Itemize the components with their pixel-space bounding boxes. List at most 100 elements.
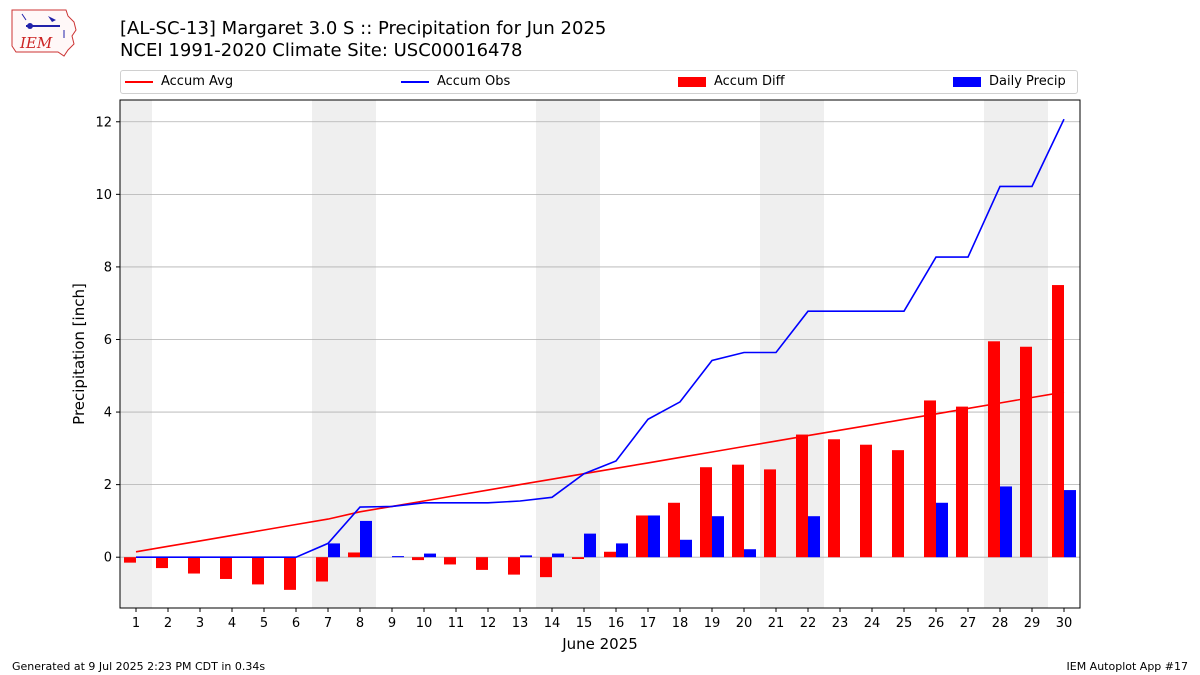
x-tick-label: 24 xyxy=(864,616,881,631)
x-tick-label: 2 xyxy=(164,616,172,631)
accum-diff-bar xyxy=(220,557,232,579)
accum-diff-bar xyxy=(892,450,904,558)
daily-precip-bar xyxy=(936,502,948,558)
x-tick-label: 14 xyxy=(544,616,561,631)
accum-diff-bar xyxy=(476,557,488,570)
x-tick-label: 6 xyxy=(292,616,300,631)
legend-swatch xyxy=(125,80,153,83)
x-tick-label: 9 xyxy=(388,616,396,631)
x-tick-label: 21 xyxy=(768,616,785,631)
daily-precip-bar xyxy=(392,556,404,558)
accum-diff-bar xyxy=(188,557,200,574)
accum-avg-line xyxy=(135,391,1065,553)
chart-title: [AL-SC-13] Margaret 3.0 S :: Precipitati… xyxy=(120,18,607,39)
daily-precip-bar xyxy=(520,555,532,558)
footer-generated: Generated at 9 Jul 2025 2:23 PM CDT in 0… xyxy=(12,660,266,673)
daily-precip-bar xyxy=(744,549,756,558)
accum-obs-line xyxy=(136,118,1065,559)
daily-precip-bar xyxy=(1000,486,1012,558)
accum-diff-bar xyxy=(732,464,744,558)
x-tick-label: 18 xyxy=(672,616,689,631)
y-tick-label: 10 xyxy=(95,188,112,203)
daily-precip-bar xyxy=(808,516,820,558)
accum-diff-bar xyxy=(636,515,648,558)
x-tick-label: 5 xyxy=(260,616,268,631)
x-tick-label: 20 xyxy=(736,616,753,631)
accum-diff-bar xyxy=(156,557,168,569)
x-tick-label: 1 xyxy=(132,616,140,631)
daily-precip-bar xyxy=(328,543,340,558)
chart-subtitle: NCEI 1991-2020 Climate Site: USC00016478 xyxy=(120,40,523,61)
accum-diff-bar xyxy=(540,557,552,578)
logo-text: IEM xyxy=(19,34,53,52)
accum-diff-bar xyxy=(860,444,872,558)
accum-diff-bar xyxy=(412,557,424,561)
y-tick-label: 8 xyxy=(104,260,112,275)
weekend-band xyxy=(536,100,600,608)
daily-precip-bar xyxy=(712,516,724,558)
x-tick-label: 15 xyxy=(576,616,593,631)
x-tick-label: 16 xyxy=(608,616,625,631)
legend-item-accum-obs: Accum Obs xyxy=(401,74,510,89)
legend-item-accum-avg: Accum Avg xyxy=(125,74,233,89)
legend-label: Accum Obs xyxy=(437,74,511,89)
x-tick-label: 28 xyxy=(992,616,1009,631)
footer-app: IEM Autoplot App #17 xyxy=(1066,660,1189,673)
daily-precip-bar xyxy=(616,543,628,558)
x-tick-label: 29 xyxy=(1024,616,1041,631)
weekend-band xyxy=(984,100,1048,608)
x-tick-label: 27 xyxy=(960,616,977,631)
accum-diff-bar xyxy=(668,502,680,558)
x-tick-label: 23 xyxy=(832,616,849,631)
x-tick-label: 22 xyxy=(800,616,817,631)
y-tick-label: 12 xyxy=(95,115,112,130)
accum-diff-bar xyxy=(924,400,936,558)
x-tick-label: 7 xyxy=(324,616,332,631)
weekend-band xyxy=(312,100,376,608)
daily-precip-bar xyxy=(552,553,564,558)
accum-diff-bar xyxy=(764,469,776,558)
legend-label: Accum Avg xyxy=(161,74,234,89)
y-tick-label: 4 xyxy=(104,406,112,421)
weekend-band xyxy=(120,100,152,608)
x-tick-label: 26 xyxy=(928,616,945,631)
legend-label: Accum Diff xyxy=(714,74,785,89)
y-axis-label: Precipitation [inch] xyxy=(70,283,88,425)
x-tick-label: 13 xyxy=(512,616,529,631)
x-tick-label: 30 xyxy=(1056,616,1073,631)
x-tick-label: 17 xyxy=(640,616,657,631)
accum-diff-bar xyxy=(572,557,584,560)
plot-frame xyxy=(119,99,1081,609)
accum-diff-bar xyxy=(1020,346,1032,558)
accum-diff-bar xyxy=(252,557,264,585)
accum-diff-bar xyxy=(316,557,328,582)
legend: Accum Avg Accum Obs Accum Diff Daily Pre… xyxy=(120,70,1078,94)
accum-diff-bar xyxy=(444,557,456,565)
accum-diff-bar xyxy=(956,406,968,558)
accum-diff-bar xyxy=(604,551,616,558)
accum-diff-bar xyxy=(796,434,808,558)
y-tick-label: 6 xyxy=(104,333,112,348)
x-tick-label: 12 xyxy=(480,616,497,631)
accum-diff-bar xyxy=(508,557,520,575)
legend-item-daily-precip: Daily Precip xyxy=(953,74,1066,89)
x-tick-label: 25 xyxy=(896,616,913,631)
accum-diff-bar xyxy=(988,341,1000,558)
daily-precip-bar xyxy=(424,553,436,558)
legend-swatch xyxy=(678,76,706,87)
accum-diff-bar xyxy=(1052,285,1064,558)
legend-item-accum-diff: Accum Diff xyxy=(678,74,785,89)
legend-swatch xyxy=(953,76,981,87)
daily-precip-bar xyxy=(584,533,596,558)
daily-precip-bar xyxy=(648,515,660,558)
accum-diff-bar xyxy=(124,557,136,563)
x-tick-label: 4 xyxy=(228,616,236,631)
accum-diff-bar xyxy=(348,552,360,558)
x-tick-label: 3 xyxy=(196,616,204,631)
accum-diff-bar xyxy=(828,439,840,558)
daily-precip-bar xyxy=(360,520,372,558)
x-tick-label: 8 xyxy=(356,616,364,631)
x-tick-label: 19 xyxy=(704,616,721,631)
daily-precip-bar xyxy=(1064,490,1076,558)
